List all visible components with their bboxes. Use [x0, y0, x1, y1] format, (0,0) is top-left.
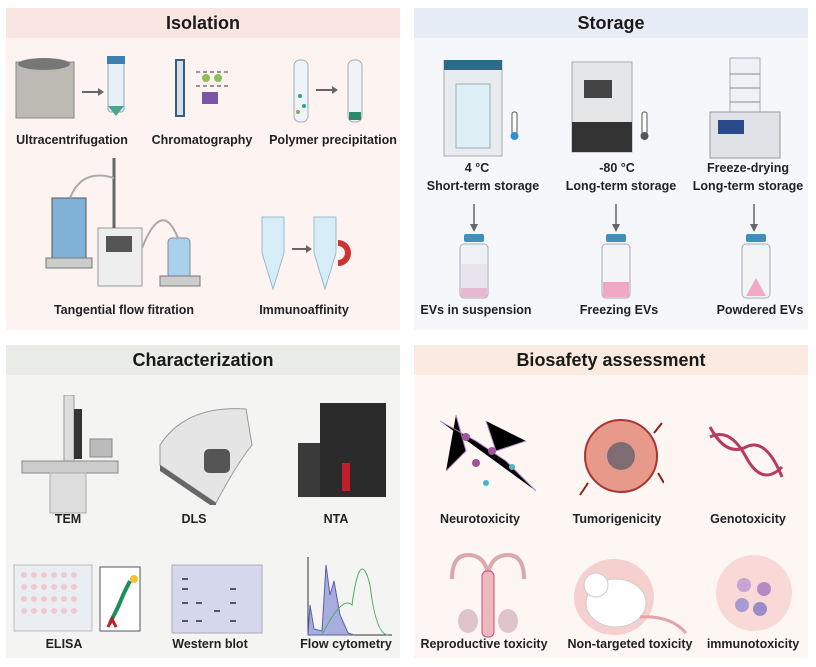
storage-term-label: Long-term storage [565, 179, 677, 193]
storage-panel: Storage 4 °C Short-term storage -80 °C L… [414, 8, 808, 330]
elisa-plate-icon [13, 564, 141, 632]
toxicity-label: Reproductive toxicity [420, 637, 548, 651]
ultracentrifuge-icon [15, 56, 125, 119]
characterization-panel: Characterization TEM DLS NTA ELISA Weste… [6, 345, 400, 658]
result-label: EVs in suspension [420, 303, 532, 317]
toxicity-label: immunotoxicity [706, 637, 800, 651]
toxicity-label: Neurotoxicity [440, 512, 520, 526]
method-label: Western blot [172, 637, 248, 651]
toxicity-label: Tumorigenicity [572, 512, 662, 526]
mouse-icon [574, 559, 688, 635]
result-label: Freezing EVs [579, 303, 659, 317]
method-label: ELISA [45, 637, 83, 651]
tem-microscope-icon [21, 395, 119, 514]
dls-instrument-icon [159, 408, 253, 505]
freeze-dryer-icon [709, 57, 781, 159]
temperature-label: -80 °C [599, 161, 635, 175]
neurons-icon [439, 414, 537, 492]
method-label: Ultracentrifugation [16, 133, 128, 147]
toxicity-label: Genotoxicity [710, 512, 786, 526]
method-label: Tangential flow fitration [53, 303, 195, 317]
nta-instrument-icon [298, 403, 386, 497]
refrigerator-icon [443, 60, 519, 157]
vial-powder-icon [741, 234, 771, 299]
method-label: DLS [181, 512, 207, 526]
method-label: Flow cytometry [300, 637, 392, 651]
immune-cells-icon [716, 555, 792, 631]
method-label: TEM [54, 512, 82, 526]
polymer-precipitation-icon [293, 59, 363, 123]
immunoaffinity-icon [261, 216, 351, 291]
vial-frozen-icon [601, 234, 631, 299]
down-arrow-icon [750, 204, 758, 232]
temperature-label: 4 °C [464, 161, 490, 175]
method-label: Chromatography [151, 133, 253, 147]
toxicity-label: Non-targeted toxicity [567, 637, 693, 651]
panel-title: Storage [414, 8, 808, 38]
panel-title: Isolation [6, 8, 400, 38]
storage-term-label: Short-term storage [426, 179, 540, 193]
panel-title: Characterization [6, 345, 400, 375]
vial-suspension-icon [459, 234, 489, 299]
biosafety-panel: Biosafety assessment Neurotoxicity Tumor… [414, 345, 808, 658]
method-label: Immunoaffinity [259, 303, 349, 317]
ultra-low-freezer-icon [571, 61, 649, 153]
down-arrow-icon [470, 204, 478, 232]
chromatography-icon [175, 59, 230, 117]
storage-term-label: Long-term storage [692, 179, 804, 193]
dna-icon [708, 426, 784, 478]
western-blot-icon [171, 564, 263, 634]
reproductive-system-icon [450, 552, 526, 638]
isolation-panel: Isolation Ultracentrifugation Chromatogr… [6, 8, 400, 330]
method-label: NTA [323, 512, 349, 526]
method-label: Polymer precipitation [269, 133, 397, 147]
down-arrow-icon [612, 204, 620, 232]
tangential-flow-filtration-icon [45, 158, 201, 287]
result-label: Powdered EVs [716, 303, 804, 317]
panel-title: Biosafety assessment [414, 345, 808, 375]
flow-cytometry-histogram-icon [307, 557, 392, 636]
method-label: Freeze-drying [707, 161, 789, 175]
tumor-icon [579, 419, 664, 496]
